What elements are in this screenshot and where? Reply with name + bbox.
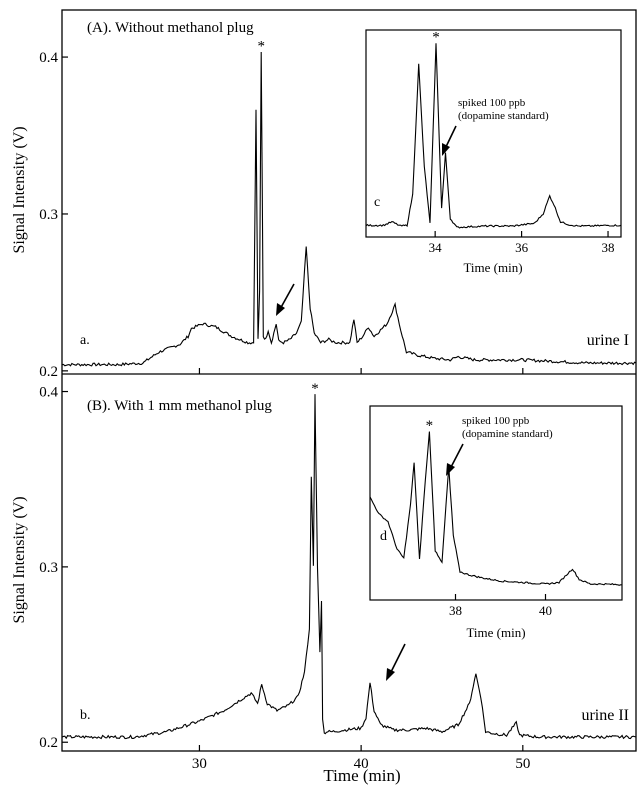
panel-b-x-ticks: 30 40 50 <box>192 745 530 772</box>
inset-c-trace <box>365 43 622 229</box>
panel-b-arrow <box>386 643 406 681</box>
panel-b-ylabel: Signal Intensity (V) <box>11 496 28 623</box>
inset-c-x-tick-label: 36 <box>515 240 529 255</box>
inset-d-x-tick-label: 38 <box>449 603 462 618</box>
panel-b-y-tick-label: 0.2 <box>39 735 58 751</box>
inset-c-xlabel: Time (min) <box>463 260 522 275</box>
panel-b-series-name: urine II <box>581 707 629 724</box>
inset-d: 38 40 * spiked 100 ppb (dopamine standard… <box>369 405 623 640</box>
panel-a-x-ticks <box>198 368 524 374</box>
inset-c: 34 36 38 * spiked 100 ppb (dopamine standa… <box>365 29 622 275</box>
panel-b-y-ticks: 0.2 0.3 0.4 <box>39 385 68 751</box>
panel-b-x-tick-label: 50 <box>515 756 530 772</box>
panel-b: (B). With 1 mm methanol plug Signal Inte… <box>11 381 637 785</box>
inset-c-arrow <box>442 125 457 156</box>
panel-a-arrow <box>276 283 295 316</box>
panel-a-y-tick-label: 0.3 <box>39 207 58 223</box>
inset-c-x-tick-label: 34 <box>429 240 443 255</box>
inset-d-peak-marker: * <box>426 418 434 434</box>
inset-c-label: c <box>374 195 380 210</box>
panel-a-label: a. <box>80 333 90 348</box>
panel-a-ylabel: Signal Intensity (V) <box>11 126 28 253</box>
panel-b-xlabel: Time (min) <box>323 766 400 785</box>
panel-a-series-name: urine I <box>587 332 629 349</box>
panel-a: (A). Without methanol plug Signal Intens… <box>11 20 637 380</box>
panel-a-peak-marker: * <box>257 38 265 54</box>
panel-b-trace <box>61 394 637 740</box>
panel-b-title: (B). With 1 mm methanol plug <box>87 398 272 414</box>
figure-frame <box>61 9 637 752</box>
panel-b-y-tick-label: 0.4 <box>39 385 58 401</box>
inset-d-x-tick-label: 40 <box>539 603 552 618</box>
inset-c-x-ticks: 34 36 38 <box>429 231 615 255</box>
panel-b-y-tick-label: 0.3 <box>39 560 58 576</box>
inset-d-annotation-line2: (dopamine standard) <box>462 428 553 440</box>
inset-d-trace <box>369 431 622 586</box>
inset-c-peak-marker: * <box>432 30 440 46</box>
inset-c-annotation-line1: spiked 100 ppb <box>458 97 526 109</box>
panel-a-title: (A). Without methanol plug <box>87 20 254 36</box>
inset-c-annotation-line2: (dopamine standard) <box>458 110 549 122</box>
panel-b-x-tick-label: 40 <box>354 756 369 772</box>
panel-b-x-tick-label: 30 <box>192 756 207 772</box>
panel-a-y-tick-label: 0.2 <box>39 364 58 380</box>
inset-d-x-ticks: 38 40 <box>449 594 552 618</box>
inset-d-arrow <box>446 443 464 476</box>
panel-b-label: b. <box>80 708 91 723</box>
inset-d-xlabel: Time (min) <box>466 625 525 640</box>
inset-d-frame <box>369 405 623 601</box>
panel-a-y-tick-label: 0.4 <box>39 50 58 66</box>
inset-c-frame <box>365 29 622 238</box>
inset-d-label: d <box>380 529 387 544</box>
panel-a-y-ticks: 0.2 0.3 0.4 <box>39 50 68 380</box>
panel-a-trace <box>61 51 637 367</box>
inset-c-x-tick-label: 38 <box>602 240 615 255</box>
inset-d-annotation-line1: spiked 100 ppb <box>462 415 530 427</box>
panel-b-peak-marker: * <box>311 381 319 397</box>
